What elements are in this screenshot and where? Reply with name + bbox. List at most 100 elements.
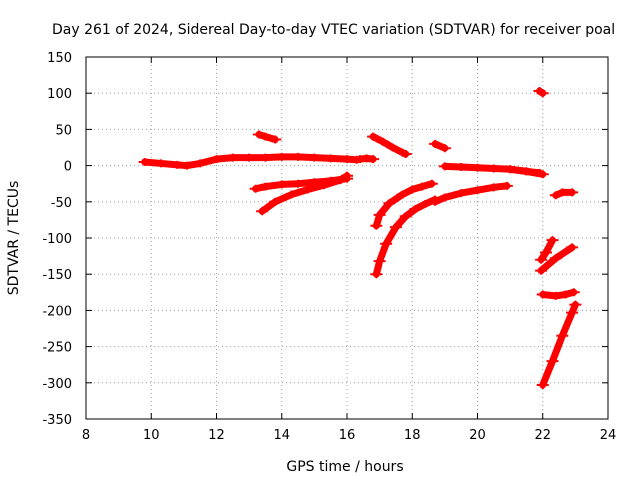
data-point bbox=[210, 155, 223, 164]
series-7 bbox=[370, 179, 438, 230]
data-point bbox=[559, 290, 572, 299]
data-point bbox=[409, 205, 422, 214]
data-point bbox=[471, 163, 484, 172]
y-axis-title: SDTVAR / TECUs bbox=[6, 181, 22, 296]
data-point bbox=[138, 157, 151, 166]
x-tick-label: 20 bbox=[469, 428, 486, 443]
series-14 bbox=[549, 188, 579, 200]
data-point bbox=[341, 171, 353, 180]
data-point bbox=[546, 236, 559, 245]
data-point bbox=[569, 300, 582, 309]
series-15 bbox=[535, 236, 559, 264]
data-point bbox=[536, 380, 549, 389]
x-tick-label: 12 bbox=[208, 428, 225, 443]
y-tick-label: -100 bbox=[42, 232, 72, 247]
y-tick-label: -200 bbox=[42, 304, 72, 319]
data-point bbox=[549, 191, 562, 200]
data-point bbox=[367, 155, 380, 164]
data-point bbox=[429, 139, 442, 148]
y-tick-label: -300 bbox=[42, 377, 72, 392]
data-point bbox=[540, 248, 553, 257]
data-point bbox=[471, 186, 484, 195]
data-point bbox=[536, 290, 549, 299]
data-point bbox=[429, 197, 442, 206]
data-point bbox=[535, 266, 548, 275]
y-tick-label: -50 bbox=[51, 196, 72, 211]
data-point bbox=[455, 189, 468, 198]
series-13 bbox=[533, 87, 549, 98]
data-point bbox=[259, 132, 272, 141]
series-6 bbox=[367, 132, 412, 159]
data-point bbox=[546, 357, 559, 366]
data-point bbox=[556, 331, 569, 340]
data-point bbox=[285, 190, 298, 199]
data-point bbox=[406, 185, 419, 194]
axis-ticks: 8 10 12 14 16 18 20 22 24 150 100 50 0 -50 -100 -150 -20… bbox=[42, 51, 616, 443]
data-point bbox=[275, 152, 288, 161]
data-point bbox=[455, 163, 468, 172]
data-point bbox=[373, 257, 386, 266]
x-tick-label: 10 bbox=[143, 428, 160, 443]
data-point bbox=[292, 179, 305, 188]
y-tick-label: 150 bbox=[47, 51, 72, 66]
data-point bbox=[535, 255, 548, 264]
x-tick-label: 18 bbox=[404, 428, 421, 443]
data-point bbox=[334, 176, 347, 185]
data-point bbox=[567, 288, 580, 297]
data-point bbox=[308, 153, 321, 162]
x-tick-label: 8 bbox=[82, 428, 90, 443]
series-9 bbox=[429, 139, 451, 153]
x-tick-label: 22 bbox=[534, 428, 551, 443]
data-point bbox=[226, 153, 239, 162]
series-2 bbox=[354, 154, 380, 164]
data-point bbox=[275, 180, 288, 189]
data-point bbox=[252, 130, 265, 139]
data-point bbox=[259, 182, 272, 191]
series-10 bbox=[429, 181, 513, 206]
data-point bbox=[292, 152, 305, 161]
data-point bbox=[438, 193, 451, 202]
data-point bbox=[370, 221, 383, 230]
series-1 bbox=[138, 152, 363, 170]
data-point bbox=[386, 143, 399, 152]
series-18 bbox=[536, 300, 582, 389]
data-point bbox=[536, 89, 549, 98]
data-point bbox=[373, 210, 386, 219]
data-point bbox=[399, 212, 412, 221]
data-point bbox=[269, 135, 282, 144]
data-point bbox=[155, 159, 168, 168]
y-tick-label: -150 bbox=[42, 268, 72, 283]
series-16 bbox=[535, 243, 579, 275]
y-tick-label: -350 bbox=[42, 413, 72, 428]
data-point bbox=[566, 243, 579, 252]
data-point bbox=[376, 137, 389, 146]
data-series bbox=[138, 87, 582, 389]
data-point bbox=[549, 291, 562, 300]
y-tick-label: 50 bbox=[55, 123, 72, 138]
data-point bbox=[243, 153, 256, 162]
data-point bbox=[425, 179, 438, 188]
data-point bbox=[249, 184, 262, 193]
series-5 bbox=[256, 171, 353, 216]
data-point bbox=[438, 162, 451, 171]
data-point bbox=[324, 154, 337, 163]
data-point bbox=[566, 188, 579, 197]
series-17 bbox=[536, 288, 580, 300]
series-12 bbox=[504, 165, 546, 177]
data-point bbox=[520, 167, 533, 176]
data-point bbox=[438, 144, 451, 153]
series-track bbox=[539, 301, 579, 389]
data-point bbox=[504, 165, 517, 174]
y-tick-label: 100 bbox=[47, 87, 72, 102]
data-point bbox=[549, 254, 562, 263]
data-point bbox=[419, 199, 432, 208]
x-tick-label: 24 bbox=[600, 428, 617, 443]
data-point bbox=[399, 150, 412, 159]
y-tick-label: 0 bbox=[64, 160, 72, 175]
data-point bbox=[301, 185, 314, 194]
y-tick-label: -250 bbox=[42, 341, 72, 356]
data-point bbox=[383, 199, 396, 208]
data-point bbox=[396, 190, 409, 199]
data-point bbox=[566, 308, 579, 317]
